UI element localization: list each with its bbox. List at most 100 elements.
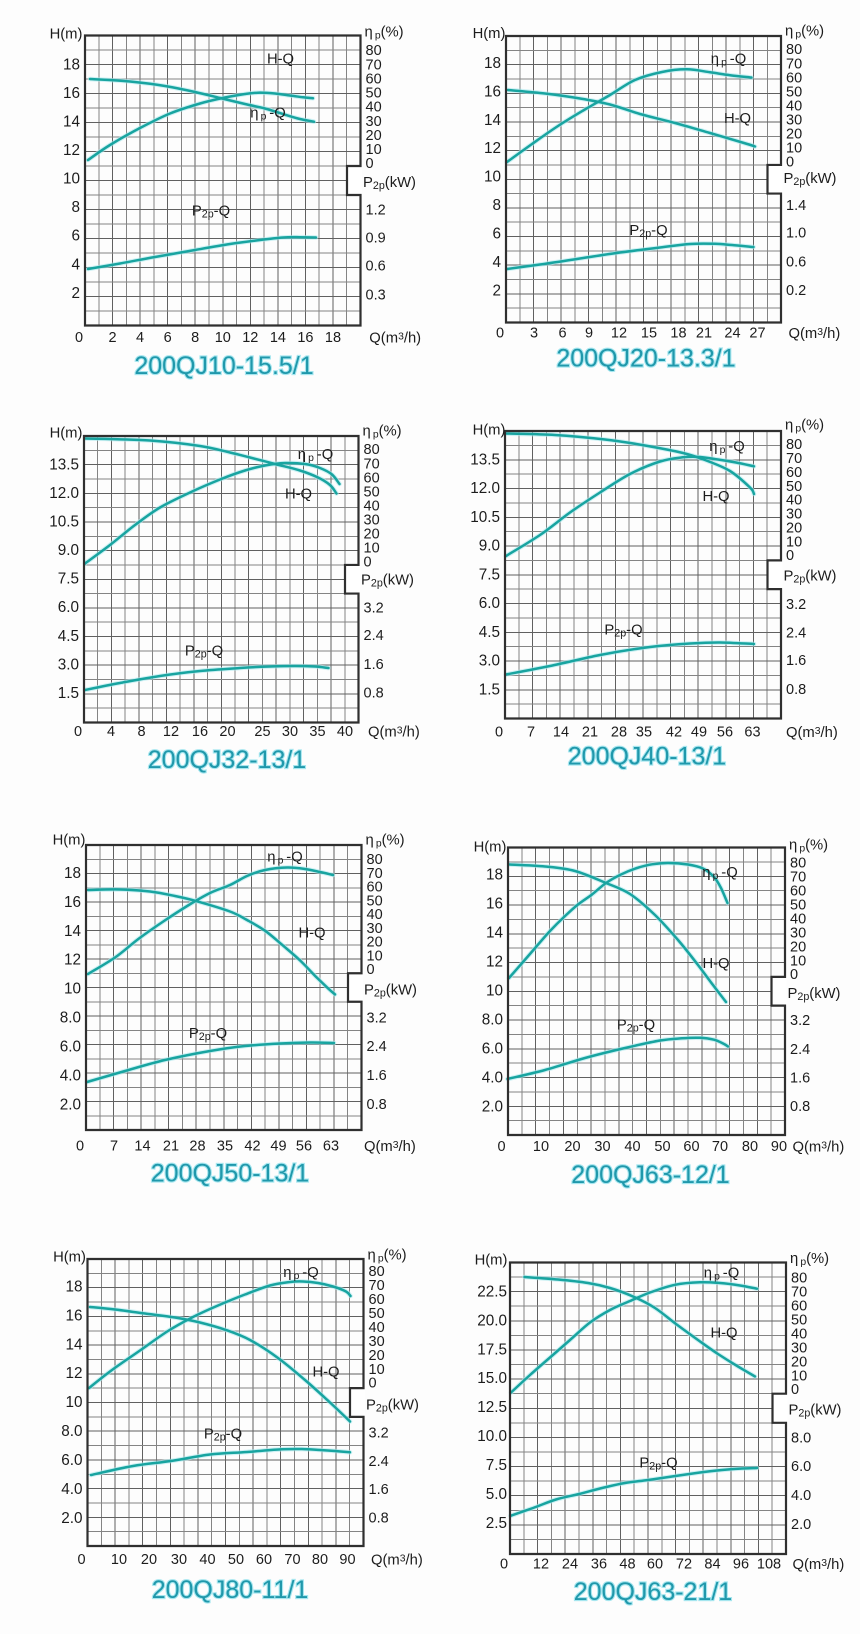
svg-text:40: 40 <box>790 912 806 928</box>
svg-text:6: 6 <box>492 226 501 243</box>
svg-text:9.0: 9.0 <box>479 538 500 555</box>
svg-text:0: 0 <box>786 155 794 171</box>
svg-text:12: 12 <box>533 1557 549 1573</box>
svg-text:2.4: 2.4 <box>790 1042 810 1058</box>
svg-text:200QJ63-12/1: 200QJ63-12/1 <box>571 1161 729 1189</box>
svg-text:24: 24 <box>562 1557 578 1573</box>
svg-text:60: 60 <box>790 884 806 900</box>
svg-text:2: 2 <box>109 330 117 346</box>
svg-text:0: 0 <box>497 1139 505 1155</box>
svg-text:η p(%): η p(%) <box>365 24 404 41</box>
svg-text:7: 7 <box>527 725 535 741</box>
svg-text:14: 14 <box>63 114 81 131</box>
svg-text:30: 30 <box>786 113 802 129</box>
svg-text:4.0: 4.0 <box>60 1068 81 1085</box>
svg-text:0: 0 <box>790 967 798 983</box>
svg-text:20: 20 <box>791 1354 807 1370</box>
svg-text:12.5: 12.5 <box>477 1399 507 1416</box>
svg-text:70: 70 <box>790 870 806 886</box>
svg-text:H(m): H(m) <box>50 425 83 441</box>
svg-text:20: 20 <box>786 127 802 143</box>
svg-text:6.0: 6.0 <box>60 1039 81 1056</box>
svg-text:H(m): H(m) <box>50 26 83 42</box>
svg-text:40: 40 <box>364 498 380 514</box>
svg-text:200QJ32-13/1: 200QJ32-13/1 <box>148 746 306 774</box>
svg-text:70: 70 <box>791 1285 807 1301</box>
svg-text:14: 14 <box>270 330 286 346</box>
svg-text:2: 2 <box>492 282 501 299</box>
svg-text:8: 8 <box>492 197 501 214</box>
svg-text:10: 10 <box>486 982 503 999</box>
svg-text:10: 10 <box>65 1394 82 1411</box>
svg-text:Q(m3/h): Q(m3/h) <box>369 330 421 346</box>
svg-text:16: 16 <box>486 895 503 912</box>
svg-text:3.2: 3.2 <box>367 1011 387 1027</box>
svg-text:2.4: 2.4 <box>367 1039 387 1055</box>
svg-text:3.2: 3.2 <box>369 1426 389 1442</box>
svg-text:H-Q: H-Q <box>710 1325 737 1341</box>
svg-text:13.5: 13.5 <box>470 451 500 468</box>
svg-text:6.0: 6.0 <box>482 1040 503 1057</box>
svg-text:η p(%): η p(%) <box>790 1251 829 1268</box>
svg-text:10.5: 10.5 <box>470 509 500 526</box>
svg-text:60: 60 <box>786 465 802 481</box>
svg-text:50: 50 <box>786 84 802 100</box>
svg-text:0.6: 0.6 <box>366 259 386 275</box>
svg-text:16: 16 <box>63 85 80 102</box>
svg-text:1.0: 1.0 <box>786 226 806 242</box>
svg-text:10: 10 <box>64 981 81 998</box>
svg-text:70: 70 <box>284 1552 300 1568</box>
svg-text:0: 0 <box>75 330 83 346</box>
svg-text:16: 16 <box>297 330 313 346</box>
svg-text:20: 20 <box>366 128 382 144</box>
svg-text:35: 35 <box>309 724 325 740</box>
svg-text:30: 30 <box>594 1139 610 1155</box>
svg-text:7.5: 7.5 <box>479 566 500 583</box>
svg-text:8: 8 <box>71 199 80 216</box>
svg-text:10: 10 <box>63 171 80 188</box>
svg-text:2.0: 2.0 <box>482 1098 503 1115</box>
svg-text:15: 15 <box>641 326 657 342</box>
svg-text:27: 27 <box>749 326 765 342</box>
svg-text:P2p-Q: P2p-Q <box>204 1426 242 1443</box>
svg-text:H(m): H(m) <box>53 832 86 848</box>
svg-text:14: 14 <box>553 725 569 741</box>
svg-text:16: 16 <box>192 724 208 740</box>
svg-text:15.0: 15.0 <box>477 1370 507 1387</box>
svg-text:P2p-Q: P2p-Q <box>629 223 667 240</box>
svg-text:30: 30 <box>367 921 383 937</box>
svg-text:4.0: 4.0 <box>791 1488 811 1504</box>
svg-text:70: 70 <box>712 1139 728 1155</box>
svg-text:0: 0 <box>74 724 82 740</box>
svg-text:12.0: 12.0 <box>470 480 500 497</box>
svg-text:η p -Q: η p -Q <box>250 105 286 122</box>
svg-text:30: 30 <box>171 1552 187 1568</box>
svg-text:20: 20 <box>219 724 235 740</box>
svg-text:9: 9 <box>585 326 593 342</box>
svg-text:0: 0 <box>495 725 503 741</box>
svg-text:50: 50 <box>364 484 380 500</box>
svg-text:20: 20 <box>786 521 802 537</box>
svg-text:η p(%): η p(%) <box>363 423 402 440</box>
svg-text:4: 4 <box>492 254 501 271</box>
svg-text:1.6: 1.6 <box>364 657 384 673</box>
svg-text:70: 70 <box>369 1278 385 1294</box>
svg-text:40: 40 <box>337 724 353 740</box>
svg-text:21: 21 <box>696 326 712 342</box>
svg-text:0.8: 0.8 <box>364 686 384 702</box>
svg-text:2: 2 <box>71 285 80 302</box>
svg-text:8.0: 8.0 <box>61 1423 82 1440</box>
svg-text:8.0: 8.0 <box>791 1431 811 1447</box>
svg-text:0.8: 0.8 <box>369 1511 389 1527</box>
svg-text:4: 4 <box>71 256 80 273</box>
svg-text:η p -Q: η p -Q <box>704 1265 740 1282</box>
svg-text:10: 10 <box>367 949 383 965</box>
svg-text:50: 50 <box>367 894 383 910</box>
svg-text:49: 49 <box>691 725 707 741</box>
svg-text:10: 10 <box>369 1362 385 1378</box>
svg-text:20: 20 <box>564 1139 580 1155</box>
svg-text:22.5: 22.5 <box>477 1283 507 1300</box>
svg-text:10.5: 10.5 <box>49 514 79 531</box>
svg-text:1.5: 1.5 <box>58 685 79 702</box>
svg-text:H(m): H(m) <box>473 26 506 42</box>
